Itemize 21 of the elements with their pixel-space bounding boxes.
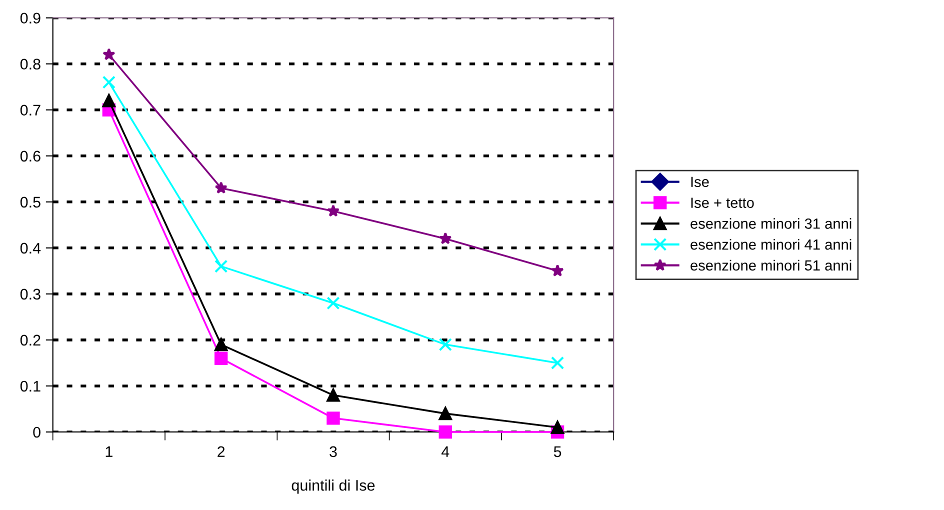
y-tick-label: 0.3: [20, 288, 40, 300]
x-tick-label: 3: [330, 446, 337, 458]
y-tick-label: 0.2: [20, 334, 40, 346]
x-tick-label: 5: [554, 446, 562, 458]
y-tick-label: 0.6: [20, 150, 40, 162]
y-tick-label: 0.5: [20, 196, 40, 208]
y-tick-label: 0.7: [20, 104, 40, 116]
y-tick-label: 0: [33, 426, 40, 438]
x-axis-title: quintili di Ise: [292, 480, 375, 494]
y-tick-label: 0.1: [20, 380, 40, 392]
legend-label: Ise + tetto: [691, 198, 754, 208]
legend-label: esenzione minori 31 anni: [690, 218, 852, 229]
y-tick-label: 0.9: [20, 12, 40, 24]
x-tick-label: 1: [106, 446, 112, 457]
legend-label: Ise: [691, 176, 709, 188]
legend-label: esenzione minori 51 anni: [690, 260, 852, 271]
y-tick-label: 0.8: [20, 58, 40, 70]
y-tick-label: 0.4: [20, 242, 41, 254]
legend-label: esenzione minori 41 anni: [690, 239, 852, 250]
x-tick-label: 2: [218, 446, 225, 457]
x-tick-label: 4: [441, 446, 450, 457]
